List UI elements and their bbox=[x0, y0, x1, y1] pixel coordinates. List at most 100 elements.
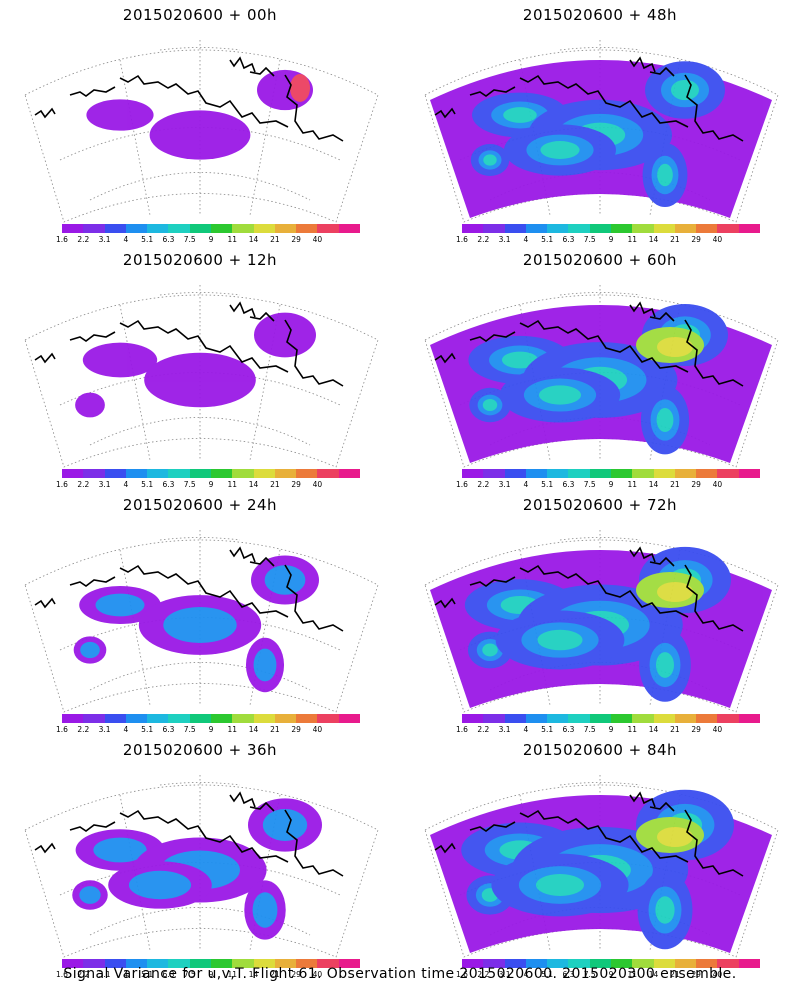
colorbar-tick-label: 21 bbox=[270, 970, 280, 979]
coastline bbox=[434, 301, 744, 387]
colorbar-swatch bbox=[317, 714, 339, 723]
panel-title: 2015020600 + 00h bbox=[122, 6, 278, 24]
colorbar bbox=[62, 224, 360, 233]
figure-caption: Signal Variance for u,v,T. Flight 61. Ob… bbox=[63, 966, 737, 982]
colorbar bbox=[462, 714, 760, 723]
colorbar-swatch bbox=[547, 469, 569, 478]
colorbar-tick-label: 3.1 bbox=[498, 970, 511, 979]
colorbar-swatch bbox=[125, 224, 148, 233]
variance-field bbox=[73, 555, 319, 693]
colorbar-swatch bbox=[338, 224, 360, 233]
colorbar-tick-label: 9 bbox=[208, 480, 214, 489]
coastline bbox=[434, 546, 744, 632]
colorbar-swatch bbox=[125, 714, 148, 723]
forecast-panel-12h: 2015020600 + 12h 1.6 2.2 3.1 4 5.1 6.3 7.5 9 11 1… bbox=[0, 245, 400, 490]
colorbar-tick-label: 5.1 bbox=[541, 970, 554, 979]
variance-field bbox=[75, 312, 316, 418]
colorbar-swatch bbox=[674, 959, 697, 968]
colorbar-tick-label: 6.3 bbox=[162, 235, 175, 244]
colorbar-swatch bbox=[547, 714, 569, 723]
colorbar-tick-label: 2.2 bbox=[477, 480, 490, 489]
colorbar-tick-label: 29 bbox=[691, 725, 701, 734]
colorbar-tick-label: 11 bbox=[227, 480, 238, 489]
colorbar-tick-label: 21 bbox=[270, 480, 280, 489]
colorbar-tick-label: 11 bbox=[227, 235, 238, 244]
colorbar-swatch bbox=[610, 469, 633, 478]
colorbar-swatch bbox=[147, 224, 169, 233]
variance-field bbox=[430, 60, 772, 218]
colorbar-labels: 1.6 2.2 3.1 4 5.1 6.3 7.5 9 11 14 21 29 40 bbox=[456, 235, 760, 245]
colorbar-swatch bbox=[632, 714, 654, 723]
colorbar-swatch bbox=[83, 469, 105, 478]
colorbar bbox=[462, 959, 760, 968]
colorbar-swatch bbox=[338, 959, 360, 968]
colorbar-swatch bbox=[62, 224, 84, 233]
colorbar-tick-label: 9 bbox=[608, 480, 614, 489]
colorbar-swatch bbox=[274, 714, 297, 723]
colorbar-swatch bbox=[547, 224, 569, 233]
colorbar-swatch bbox=[589, 224, 611, 233]
coastline bbox=[34, 56, 344, 142]
colorbar-swatch bbox=[504, 714, 526, 723]
colorbar-tick-label: 9 bbox=[208, 970, 214, 979]
colorbar-swatch bbox=[253, 959, 275, 968]
colorbar-tick-label: 7.5 bbox=[583, 970, 596, 979]
colorbar-tick-label: 11 bbox=[627, 235, 638, 244]
colorbar-swatch bbox=[674, 714, 697, 723]
colorbar-tick-label: 5.1 bbox=[541, 480, 554, 489]
forecast-panel-60h: 2015020600 + 60h 1.6 2.2 3.1 4 5.1 6.3 7.5 9 11 1… bbox=[400, 245, 800, 490]
colorbar-swatch bbox=[274, 224, 297, 233]
colorbar-swatch bbox=[104, 714, 126, 723]
colorbar-tick-label: 29 bbox=[291, 480, 301, 489]
colorbar-swatch bbox=[696, 714, 718, 723]
colorbar-swatch bbox=[83, 224, 105, 233]
colorbar-swatch bbox=[717, 469, 739, 478]
colorbar-swatch bbox=[83, 959, 105, 968]
colorbar-tick-label: 11 bbox=[627, 725, 638, 734]
colorbar-labels: 1.6 2.2 3.1 4 5.1 6.3 7.5 9 11 14 21 29 40 bbox=[56, 725, 360, 735]
colorbar-tick-label: 29 bbox=[691, 480, 701, 489]
colorbar-tick-label: 1.6 bbox=[56, 480, 68, 489]
colorbar-tick-label: 1.6 bbox=[56, 970, 68, 979]
colorbar-tick-label: 40 bbox=[712, 235, 723, 244]
colorbar-tick-label: 2.2 bbox=[477, 235, 490, 244]
colorbar-swatch bbox=[717, 959, 739, 968]
variance-field bbox=[430, 789, 772, 953]
colorbar-swatch bbox=[696, 959, 718, 968]
colorbar-tick-label: 11 bbox=[227, 970, 238, 979]
colorbar-swatch bbox=[232, 714, 254, 723]
colorbar bbox=[462, 469, 760, 478]
colorbar-tick-label: 5.1 bbox=[541, 725, 554, 734]
coastline bbox=[434, 791, 744, 877]
colorbar-tick-label: 2.2 bbox=[477, 970, 490, 979]
colorbar-swatch bbox=[547, 959, 569, 968]
colorbar-tick-label: 3.1 bbox=[498, 725, 511, 734]
colorbar-swatch bbox=[274, 959, 297, 968]
colorbar-tick-label: 7.5 bbox=[183, 235, 196, 244]
colorbar-swatch bbox=[168, 469, 190, 478]
colorbar-swatch bbox=[338, 714, 360, 723]
colorbar-swatch bbox=[296, 714, 318, 723]
colorbar-tick-label: 11 bbox=[627, 480, 638, 489]
colorbar bbox=[62, 469, 360, 478]
colorbar-tick-label: 40 bbox=[312, 235, 323, 244]
colorbar-tick-label: 6.3 bbox=[162, 725, 175, 734]
colorbar-swatch bbox=[610, 224, 633, 233]
variance-map bbox=[24, 285, 379, 468]
colorbar-swatch bbox=[589, 959, 611, 968]
colorbar-swatch bbox=[317, 469, 339, 478]
colorbar-swatch bbox=[504, 959, 526, 968]
colorbar-swatch bbox=[253, 714, 275, 723]
colorbar-labels: 1.6 2.2 3.1 4 5.1 6.3 7.5 9 11 14 21 29 40 bbox=[56, 235, 360, 245]
colorbar-tick-label: 3.1 bbox=[98, 480, 111, 489]
colorbar-swatch bbox=[717, 224, 739, 233]
colorbar-tick-label: 29 bbox=[691, 970, 701, 979]
colorbar-swatch bbox=[62, 714, 84, 723]
panel-title: 2015020600 + 84h bbox=[522, 741, 678, 759]
forecast-panel-00h: 2015020600 + 00h 1.6 2.2 3.1 4 5.1 6.3 7.5 9 11 1… bbox=[0, 0, 400, 245]
colorbar-tick-label: 7.5 bbox=[183, 480, 196, 489]
colorbar-swatch bbox=[338, 469, 360, 478]
colorbar bbox=[462, 224, 760, 233]
coastline bbox=[434, 56, 744, 142]
colorbar-tick-label: 40 bbox=[312, 480, 323, 489]
